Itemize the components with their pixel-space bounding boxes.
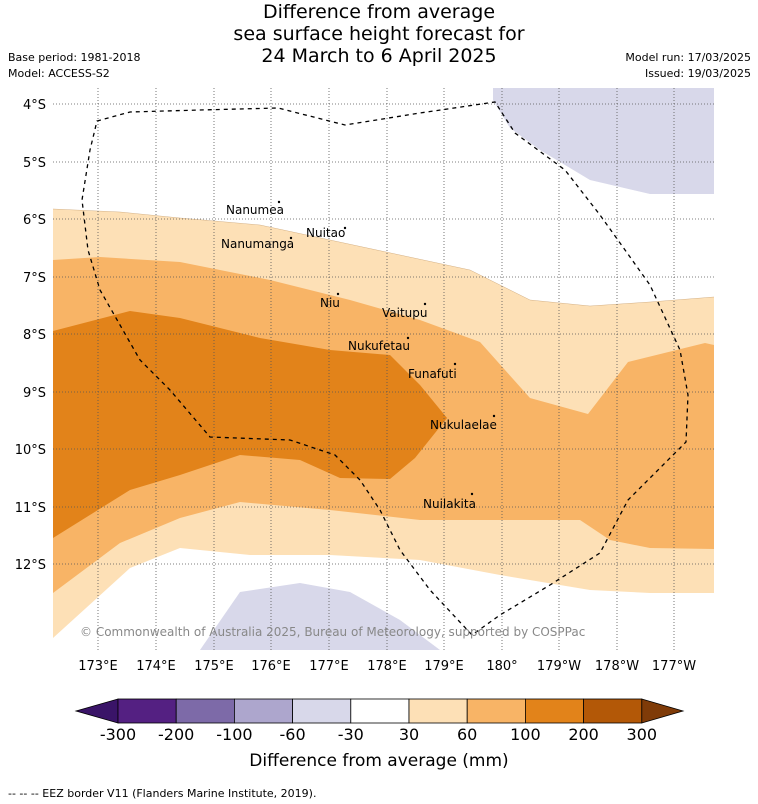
issued-date: Issued: 19/03/2025 xyxy=(644,67,751,80)
negative-blob-northeast xyxy=(493,88,714,194)
colorbar-tick-label: 60 xyxy=(457,725,478,744)
colorbar-bin xyxy=(466,698,526,724)
band-100-200 xyxy=(53,311,447,538)
island-marker xyxy=(470,492,474,496)
latitude-axis: 4°S 5°S 6°S 7°S 8°S 9°S 10°S 11°S 12°S xyxy=(15,98,46,573)
colorbar-bin xyxy=(117,698,177,724)
island-marker xyxy=(406,336,410,340)
colorbar-extend-high xyxy=(641,698,685,724)
lon-tick-label: 175°E xyxy=(194,659,234,674)
gridlines xyxy=(53,88,714,650)
colorbar-tick-label: 200 xyxy=(568,725,599,744)
island-label: Nuitao xyxy=(306,226,345,240)
colorbar-bin xyxy=(525,698,585,724)
island-label: Vaitupu xyxy=(382,306,428,320)
title-line-1: Difference from average xyxy=(262,1,496,23)
colorbar-bin xyxy=(350,698,410,724)
lat-tick-label: 9°S xyxy=(23,386,46,401)
colorbar xyxy=(74,698,685,724)
anomaly-field xyxy=(53,88,714,650)
band-contour-lines xyxy=(53,208,714,307)
lat-tick-label: 10°S xyxy=(15,443,46,458)
colorbar-title: Difference from average (mm) xyxy=(249,751,509,771)
colorbar-tick-label: -100 xyxy=(216,725,253,744)
lat-tick-label: 4°S xyxy=(23,98,46,113)
base-period: Base period: 1981-2018 xyxy=(8,51,141,64)
island-marker xyxy=(453,362,457,366)
island-label: Nukulaelae xyxy=(430,418,497,432)
copyright-text: © Commonwealth of Australia 2025, Bureau… xyxy=(80,625,585,639)
colorbar-tick-label: 300 xyxy=(626,725,658,744)
island-marker xyxy=(277,200,281,204)
island-marker xyxy=(289,236,293,240)
colorbar-tick-label: 100 xyxy=(510,725,541,744)
model-run: Model run: 17/03/2025 xyxy=(625,51,751,64)
model-name: Model: ACCESS-S2 xyxy=(8,67,110,80)
title-line-3: 24 March to 6 April 2025 xyxy=(261,45,497,67)
lon-tick-label: 178°W xyxy=(595,659,639,674)
colorbar-bin xyxy=(408,698,468,724)
eez-footnote: -- -- -- EEZ border V11 (Flanders Marine… xyxy=(8,787,317,800)
lat-tick-label: 12°S xyxy=(15,558,46,573)
lat-tick-label: 8°S xyxy=(23,328,46,343)
lon-tick-label: 179°E xyxy=(424,659,464,674)
lon-tick-label: 178°E xyxy=(367,659,407,674)
colorbar-bin xyxy=(583,698,643,724)
island-marker xyxy=(423,302,427,306)
colorbar-tick-label: -200 xyxy=(158,725,195,744)
lat-tick-label: 6°S xyxy=(23,213,46,228)
eez-border xyxy=(81,101,689,636)
colorbar-tick-label: -300 xyxy=(99,725,137,744)
colorbar-tick-label: -60 xyxy=(279,725,306,744)
longitude-axis: 173°E 174°E 175°E 176°E 177°E 178°E 179°E 180° 1… xyxy=(78,659,696,674)
colorbar-tick-label: 30 xyxy=(398,725,420,744)
colorbar-extend-low xyxy=(74,698,119,724)
colorbar-bin xyxy=(233,698,293,724)
lat-tick-label: 5°S xyxy=(23,156,46,171)
lat-tick-label: 7°S xyxy=(23,271,46,286)
colorbar-bin xyxy=(175,698,235,724)
lon-tick-label: 179°W xyxy=(537,659,581,674)
island-marker xyxy=(492,414,496,418)
lon-tick-label: 177°W xyxy=(652,659,696,674)
island-label: Funafuti xyxy=(408,367,457,381)
island-label: Nanumanga xyxy=(221,237,294,251)
title-line-2: sea surface height forecast for xyxy=(233,23,525,45)
lon-tick-label: 180° xyxy=(486,659,517,674)
negative-blob-south xyxy=(200,583,440,650)
island-label: Nanumea xyxy=(226,203,284,217)
island-label: Nuilakita xyxy=(423,497,476,511)
lon-tick-label: 174°E xyxy=(136,659,176,674)
island-marker xyxy=(343,226,347,230)
colorbar-bin xyxy=(292,698,352,724)
colorbar-tick-label: -30 xyxy=(337,725,364,744)
lat-tick-label: 11°S xyxy=(15,501,46,516)
lon-tick-label: 176°E xyxy=(251,659,291,674)
island-label: Niu xyxy=(320,296,340,310)
island-marker xyxy=(336,292,340,296)
island-labels: Nanumea Nuitao Nanumanga Niu Vaitupu Nukufeta… xyxy=(221,200,497,511)
lon-tick-label: 173°E xyxy=(78,659,118,674)
lon-tick-label: 177°E xyxy=(309,659,349,674)
island-label: Nukufetau xyxy=(348,339,410,353)
